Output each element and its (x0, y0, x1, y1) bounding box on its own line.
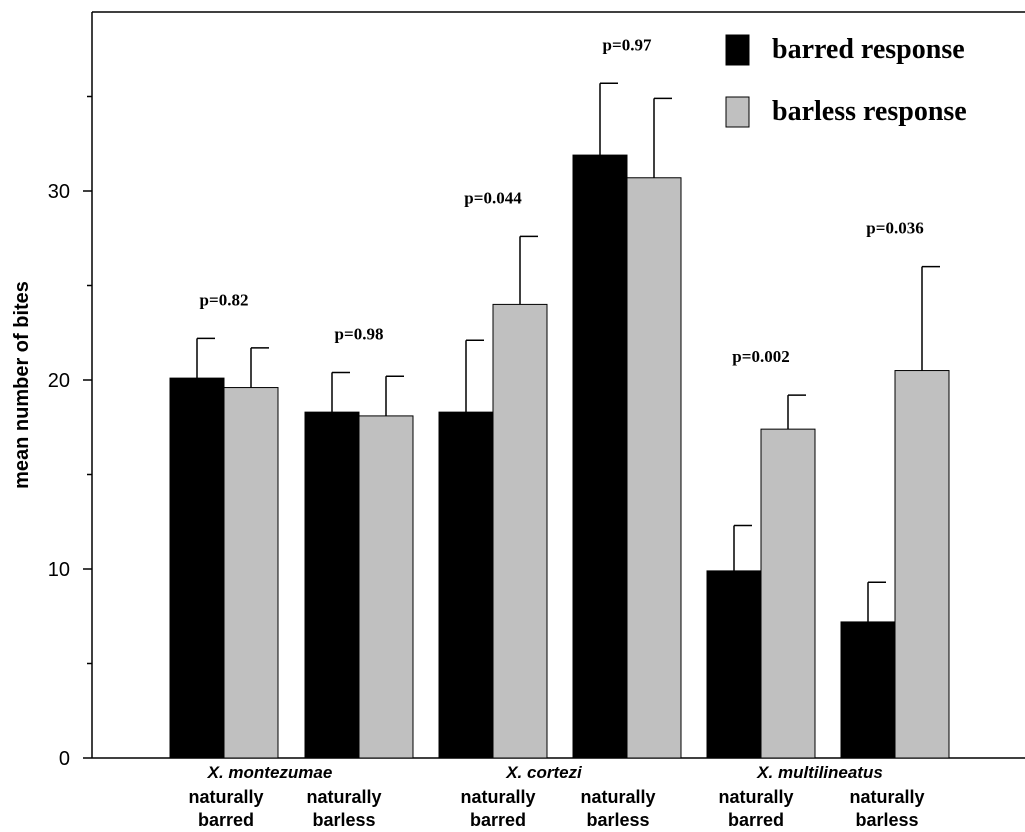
legend-swatch-barred (725, 34, 750, 66)
bar-barred-response (706, 570, 762, 759)
bar-barless-response (626, 177, 682, 759)
category-label-line2: barless (855, 810, 918, 830)
species-label: X. montezumae (207, 763, 333, 782)
bar-barred-response (304, 411, 360, 759)
y-tick-label: 30 (48, 181, 70, 203)
category-label-line2: barred (470, 810, 526, 830)
p-value-label: p=0.98 (335, 324, 384, 343)
category-label-line1: naturally (460, 787, 535, 807)
legend: barred response barless response (725, 34, 967, 128)
bar-barless-response (358, 415, 414, 759)
y-tick-label: 0 (59, 748, 70, 770)
category-label-line2: barless (312, 810, 375, 830)
y-tick-label: 10 (48, 559, 70, 581)
p-value-labels: p=0.82 p=0.98 p=0.044 p=0.97 p=0.002 p=0.036 (200, 35, 924, 366)
legend-label-barless: barless response (772, 96, 967, 127)
y-axis-label: mean number of bites (11, 281, 33, 489)
p-value-label: p=0.82 (200, 290, 249, 309)
category-label-line1: naturally (849, 787, 924, 807)
bar-barred-response (438, 411, 494, 759)
p-value-label: p=0.002 (732, 347, 789, 366)
category-label-line1: naturally (188, 787, 263, 807)
bar-barred-response (169, 377, 225, 759)
bar-barred-response (572, 154, 628, 759)
p-value-label: p=0.97 (603, 35, 652, 54)
legend-swatch-barless (725, 96, 750, 128)
p-value-label: p=0.044 (464, 188, 522, 207)
category-label-line1: naturally (580, 787, 655, 807)
x-category-labels: X. montezumae X. cortezi X. multilineatus n… (188, 763, 924, 830)
legend-label-barred: barred response (772, 34, 965, 65)
species-label: X. cortezi (505, 763, 583, 782)
bar-barless-response (894, 370, 950, 759)
category-label-line2: barless (586, 810, 649, 830)
p-value-label: p=0.036 (866, 219, 923, 238)
category-label-line1: naturally (718, 787, 793, 807)
category-label-line2: barred (728, 810, 784, 830)
bars (169, 154, 950, 759)
error-bars (196, 82, 940, 622)
bar-barless-response (223, 387, 279, 759)
bar-barless-response (760, 428, 816, 759)
y-ticks: 0 10 20 30 (48, 95, 92, 770)
bar-barless-response (492, 303, 548, 759)
y-tick-label: 20 (48, 370, 70, 392)
category-label-line1: naturally (306, 787, 381, 807)
species-label: X. multilineatus (756, 763, 883, 782)
category-label-line2: barred (198, 810, 254, 830)
bar-barred-response (840, 621, 896, 759)
